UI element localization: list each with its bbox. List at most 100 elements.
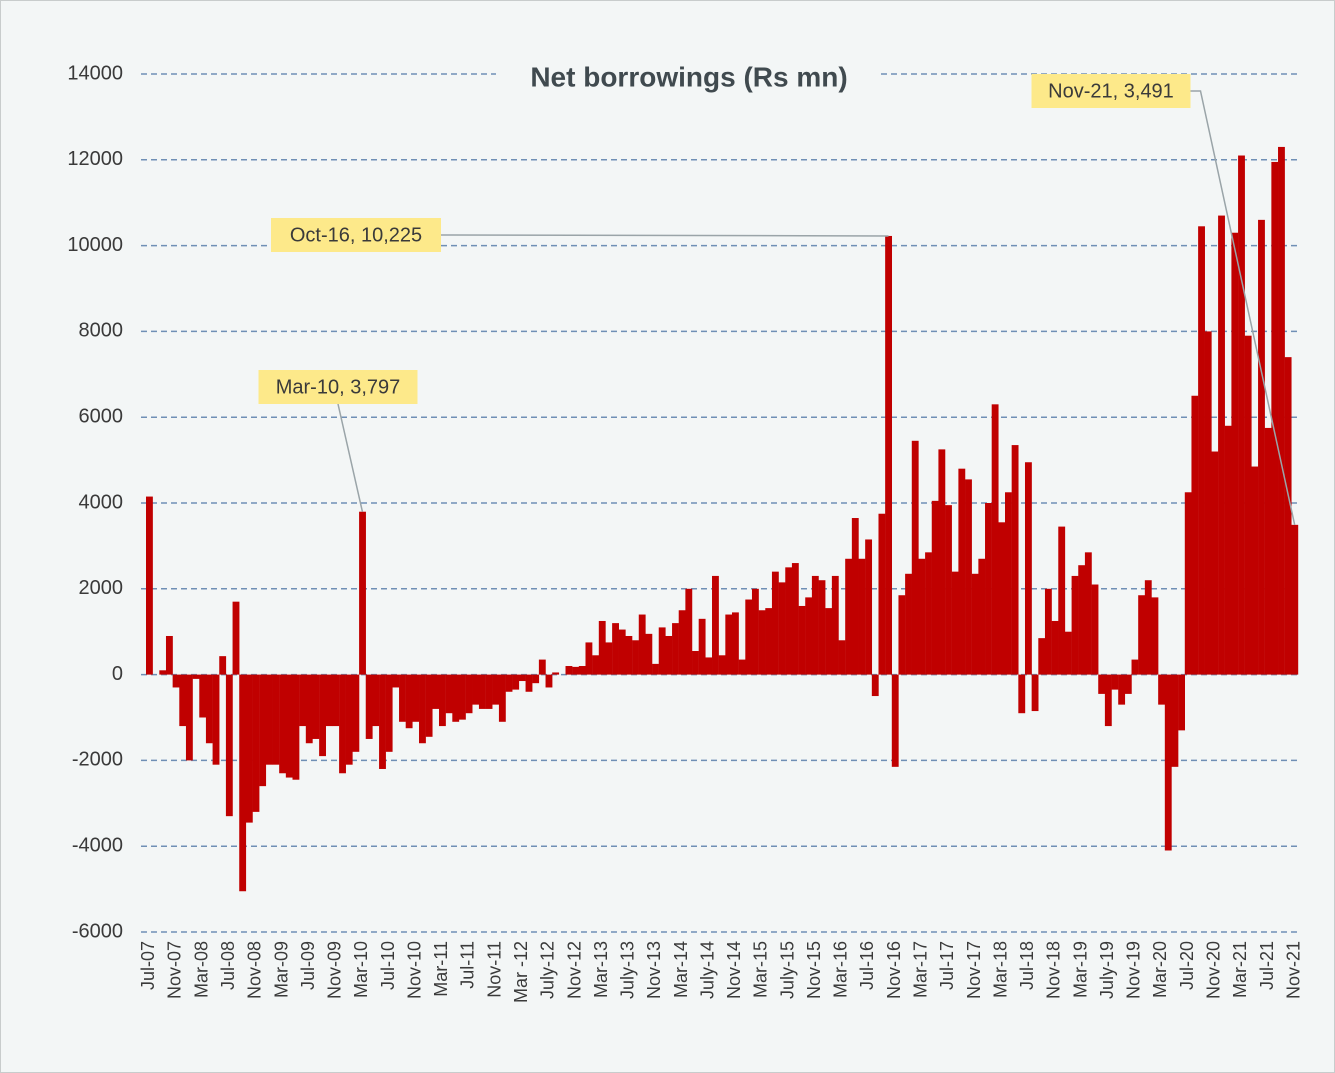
x-tick-label: Nov-17 [964,941,984,999]
leader-line [1190,90,1296,525]
bar [225,674,233,817]
bar [845,558,853,675]
bar [851,518,859,675]
bar [618,629,626,675]
y-tick-label: 6000 [79,405,124,427]
bar [805,597,813,675]
bar [1178,674,1185,731]
bar [705,657,713,675]
bar [565,666,573,675]
leader-line [441,234,889,237]
x-tick-label: Mar-09 [271,941,291,998]
y-tick-label: 12000 [67,148,123,170]
bar [359,511,366,675]
bar [199,674,207,718]
bar [425,674,433,737]
bar [146,496,153,675]
title-bg [496,59,881,97]
bar [498,674,506,722]
y-tick-label: 0 [112,663,123,685]
bar [1058,526,1066,675]
bar [718,655,726,675]
x-tick-label: Nov-14 [724,941,744,999]
bar [1104,674,1112,727]
bar [272,674,280,765]
bar [1098,674,1106,694]
x-tick-label: Nov-16 [884,941,904,999]
x-tick-label: Nov-08 [245,941,265,999]
bar [1158,674,1166,705]
bar [938,449,946,675]
bar [978,558,986,675]
bar [1071,575,1079,675]
bar [372,674,380,727]
bar [678,610,686,675]
bar [878,513,886,675]
bar [1131,659,1139,675]
bar [905,573,912,675]
bar [985,503,992,675]
bar [731,612,739,675]
bar [458,674,466,720]
bar [319,674,326,757]
x-tick-label: Jul-17 [937,941,957,990]
bar [512,674,520,690]
bar [365,674,373,739]
bar [592,655,600,675]
bar [712,575,719,675]
bar [1218,215,1225,675]
annotation: Oct-16, 10,225 [290,224,422,246]
x-tick-label: Mar-11 [431,941,451,997]
y-tick-label: 2000 [79,577,124,599]
bar [965,479,972,675]
bar [1091,584,1099,675]
x-tick-label: Nov-09 [325,941,345,999]
bar [518,674,526,682]
bar [791,563,799,675]
bar [785,567,793,675]
bar [1138,595,1146,675]
bar [1244,335,1252,675]
bar [332,674,340,727]
y-tick-label: 10000 [67,234,123,256]
y-tick-label: 14000 [67,62,123,84]
bar [532,674,540,684]
bar [292,674,300,780]
bar [552,672,560,675]
bar [865,539,873,675]
bar [1204,331,1212,675]
bar [1184,492,1192,675]
bar [1251,466,1259,675]
bar [1211,451,1219,675]
bar [379,674,386,769]
bar [159,670,167,675]
bar [1291,524,1299,675]
bar [1044,588,1052,675]
bar [252,674,260,812]
annotation: Mar-10, 3,797 [276,376,401,398]
x-tick-label: Nov-19 [1124,941,1144,999]
bar [1151,597,1159,675]
x-tick-label: Mar-21 [1230,941,1250,998]
bar [625,635,633,675]
bar [352,674,360,752]
bar [738,659,746,675]
x-tick-label: Mar-13 [591,941,611,998]
bar [1024,462,1032,675]
x-tick-label: Jul-20 [1177,941,1197,990]
bar [1278,146,1285,675]
bar [925,552,932,675]
y-tick-label: -2000 [72,749,123,771]
bars [146,146,1299,892]
bar [1011,445,1019,675]
x-tick-label: July-14 [697,941,717,999]
bar [598,620,606,675]
x-tick-label: Nov-20 [1204,941,1224,999]
x-tick-label: Mar-16 [831,941,851,998]
bar [825,608,833,675]
bar [165,635,173,675]
bar [1171,674,1179,767]
bar [232,601,240,675]
x-tick-label: Nov-21 [1283,941,1303,999]
